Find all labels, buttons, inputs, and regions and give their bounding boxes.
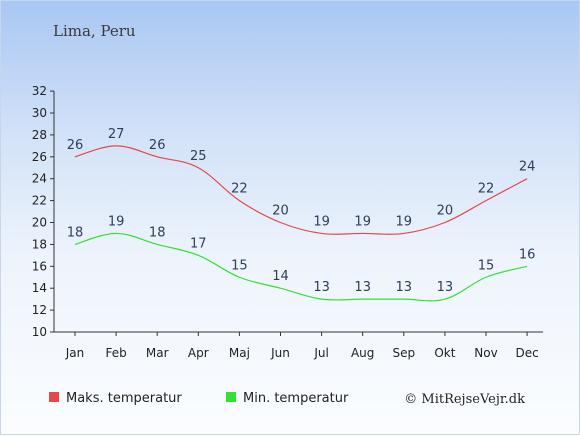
x-tick-label: Apr: [188, 346, 209, 360]
data-label-min: 17: [190, 236, 207, 251]
series-line-min: [75, 233, 527, 300]
x-tick-label: Maj: [229, 346, 250, 360]
data-label-max: 26: [149, 138, 166, 153]
x-tick-label: Jan: [65, 346, 85, 360]
x-tick-label: Jun: [270, 346, 290, 360]
data-label-max: 22: [478, 182, 495, 197]
legend-label-min: Min. temperatur: [243, 391, 349, 406]
data-label-max: 19: [354, 214, 371, 229]
x-tick-label: Aug: [351, 346, 374, 360]
data-label-min: 13: [354, 280, 371, 295]
credit-text: © MitRejseVejr.dk: [404, 392, 525, 407]
data-label-max: 24: [519, 160, 536, 175]
series-max: 26 27 26 25 22 20 19 19 19 20 22 24: [67, 127, 536, 234]
data-label-max: 20: [272, 204, 289, 219]
x-tick-label: Nov: [474, 346, 497, 360]
data-label-min: 15: [231, 258, 248, 273]
y-tick-label: 14: [32, 281, 47, 295]
data-label-min: 13: [313, 280, 330, 295]
data-label-min: 16: [519, 247, 536, 262]
y-tick-label: 10: [32, 325, 47, 339]
data-label-min: 13: [437, 280, 454, 295]
data-label-max: 20: [437, 204, 454, 219]
y-tick-label: 26: [32, 150, 47, 164]
y-tick-label: 28: [32, 128, 47, 142]
data-label-max: 25: [190, 149, 207, 164]
data-label-min: 14: [272, 269, 289, 284]
data-label-max: 19: [313, 214, 330, 229]
legend-label-max: Maks. temperatur: [66, 391, 182, 406]
data-label-max: 27: [108, 127, 125, 142]
y-tick-label: 20: [32, 216, 47, 230]
legend-swatch-min: [226, 392, 236, 402]
legend-swatch-max: [49, 392, 59, 402]
y-tick-label: 30: [32, 106, 47, 120]
data-label-min: 18: [149, 225, 166, 240]
x-tick-label: Okt: [434, 346, 455, 360]
x-tick-label: Feb: [105, 346, 126, 360]
data-label-max: 22: [231, 182, 248, 197]
y-tick-label: 16: [32, 259, 47, 273]
x-tick-label: Sep: [392, 346, 415, 360]
data-label-max: 19: [396, 214, 413, 229]
legend: Maks. temperatur Min. temperatur: [49, 391, 349, 406]
x-tick-label: Dec: [515, 346, 538, 360]
y-tick-label: 12: [32, 303, 47, 317]
chart-title: Lima, Peru: [53, 22, 136, 40]
data-label-min: 13: [396, 280, 413, 295]
data-label-min: 19: [108, 214, 125, 229]
y-tick-label: 18: [32, 237, 47, 251]
x-tick-label: Mar: [146, 346, 169, 360]
series-min: 18 19 18 17 15 14 13 13 13 13 15 16: [67, 214, 536, 300]
x-tick-label: Jul: [313, 346, 328, 360]
series-layer: 26 27 26 25 22 20 19 19 19 20 22 24 18 19 18 17 15 14 13 13…: [67, 127, 536, 301]
series-line-max: [75, 146, 527, 234]
y-tick-label: 24: [32, 172, 47, 186]
data-label-min: 18: [67, 225, 84, 240]
data-label-max: 26: [67, 138, 84, 153]
y-tick-label: 32: [32, 84, 47, 98]
data-label-min: 15: [478, 258, 495, 273]
y-tick-label: 22: [32, 194, 47, 208]
